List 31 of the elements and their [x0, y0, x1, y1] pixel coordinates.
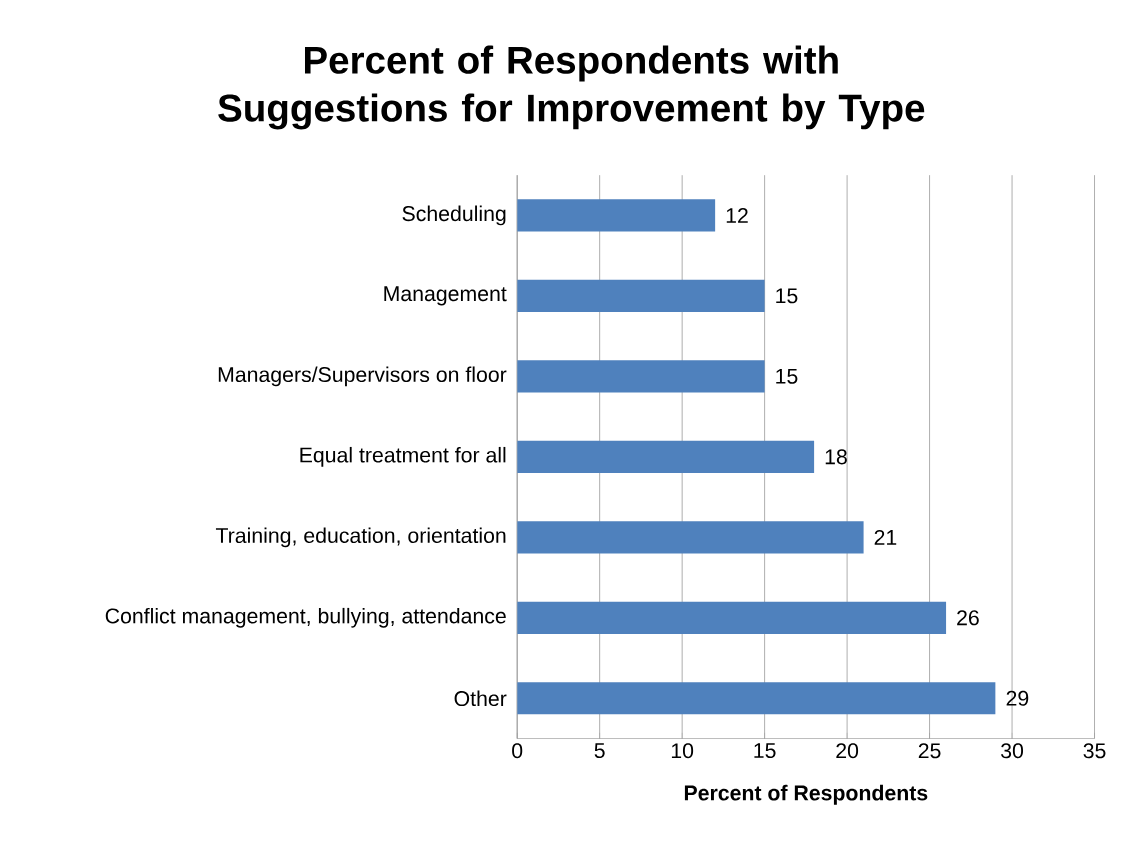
x-tick-label: 35 — [1083, 743, 1106, 759]
data-label: 29 — [1006, 690, 1029, 706]
x-tick-label: 0 — [512, 743, 523, 759]
x-tick-label: 15 — [754, 743, 776, 759]
data-label: 18 — [825, 449, 847, 465]
bar — [517, 440, 815, 473]
y-tick-label: Managers/Supervisors on floor — [218, 366, 507, 387]
data-label: 15 — [776, 288, 798, 304]
bar — [517, 682, 996, 715]
x-tick-label: 5 — [594, 743, 605, 759]
x-tick-label: 30 — [1001, 743, 1024, 759]
y-tick-label: Conflict management, bullying, attendance — [105, 607, 506, 628]
bar — [517, 360, 765, 393]
bar — [517, 601, 947, 634]
data-label: 21 — [874, 529, 897, 545]
y-tick-label: Scheduling — [402, 205, 506, 226]
x-axis-title: Percent of Respondents — [684, 784, 928, 805]
bar — [517, 199, 716, 232]
data-label: 15 — [776, 368, 798, 384]
y-tick-label: Management — [384, 286, 507, 306]
y-tick-label: Equal treatment for all — [300, 446, 506, 467]
x-tick-label: 20 — [836, 743, 859, 759]
x-tick-label: 10 — [671, 743, 694, 759]
data-label: 12 — [726, 207, 748, 223]
bar — [517, 279, 765, 312]
bar — [517, 521, 864, 554]
y-tick-label: Training, education, orientation — [215, 527, 506, 548]
data-label: 26 — [957, 610, 979, 626]
x-tick-label: 25 — [918, 743, 941, 759]
y-tick-label: Other — [454, 690, 507, 707]
chart-title: Percent of Respondents with Suggestions for Improvement by Type — [218, 45, 925, 130]
